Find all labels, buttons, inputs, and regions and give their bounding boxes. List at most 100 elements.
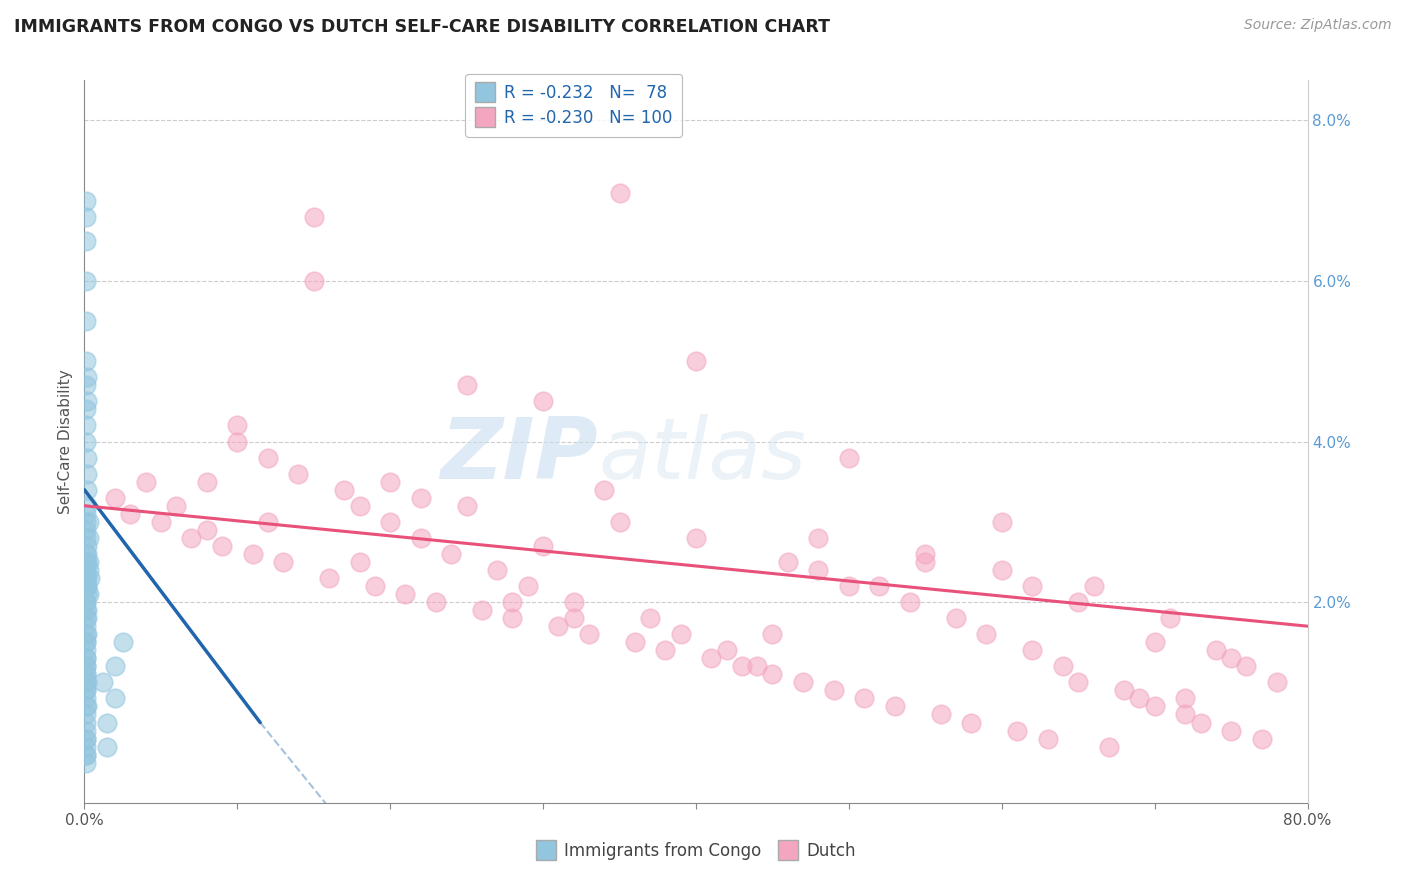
Point	[75, 595, 97, 609]
Point	[807, 563, 830, 577]
Point	[75, 675, 97, 690]
Point	[76, 370, 98, 384]
Point	[75, 555, 97, 569]
Point	[761, 667, 783, 681]
Point	[1205, 643, 1227, 657]
Point	[716, 643, 738, 657]
Point	[75, 756, 97, 770]
Point	[77, 563, 100, 577]
Point	[349, 555, 371, 569]
Point	[685, 531, 707, 545]
Point	[456, 378, 478, 392]
Point	[502, 595, 524, 609]
Point	[562, 611, 585, 625]
Point	[1021, 643, 1043, 657]
Point	[75, 314, 97, 328]
Point	[394, 587, 416, 601]
Point	[75, 715, 97, 730]
Point	[76, 467, 98, 481]
Point	[76, 611, 98, 625]
Point	[75, 707, 97, 722]
Legend: Immigrants from Congo, Dutch: Immigrants from Congo, Dutch	[529, 836, 863, 867]
Point	[76, 627, 98, 641]
Point	[1189, 715, 1212, 730]
Point	[195, 523, 218, 537]
Point	[898, 595, 921, 609]
Point	[76, 483, 98, 497]
Point	[75, 651, 97, 665]
Point	[76, 603, 98, 617]
Point	[75, 210, 97, 224]
Point	[180, 531, 202, 545]
Point	[75, 402, 97, 417]
Point	[1250, 731, 1272, 746]
Point	[624, 635, 647, 649]
Point	[547, 619, 569, 633]
Point	[77, 555, 100, 569]
Point	[531, 539, 554, 553]
Point	[1174, 691, 1197, 706]
Point	[76, 579, 98, 593]
Point	[75, 595, 97, 609]
Point	[77, 587, 100, 601]
Point	[869, 579, 891, 593]
Point	[976, 627, 998, 641]
Point	[838, 450, 860, 465]
Point	[75, 731, 97, 746]
Point	[333, 483, 356, 497]
Point	[945, 611, 967, 625]
Point	[1174, 707, 1197, 722]
Point	[562, 595, 585, 609]
Point	[471, 603, 494, 617]
Point	[425, 595, 447, 609]
Point	[111, 635, 134, 649]
Point	[75, 603, 97, 617]
Point	[654, 643, 676, 657]
Point	[380, 475, 402, 489]
Point	[991, 563, 1014, 577]
Point	[1220, 723, 1243, 738]
Point	[914, 555, 936, 569]
Point	[75, 659, 97, 673]
Point	[456, 499, 478, 513]
Point	[685, 354, 707, 368]
Point	[531, 394, 554, 409]
Point	[226, 434, 249, 449]
Point	[211, 539, 233, 553]
Point	[76, 699, 98, 714]
Point	[409, 491, 432, 505]
Point	[991, 515, 1014, 529]
Point	[364, 579, 387, 593]
Point	[838, 579, 860, 593]
Point	[1143, 635, 1166, 649]
Point	[76, 539, 98, 553]
Point	[75, 507, 97, 521]
Point	[79, 571, 101, 585]
Point	[195, 475, 218, 489]
Point	[807, 531, 830, 545]
Point	[1236, 659, 1258, 673]
Point	[960, 715, 983, 730]
Text: Source: ZipAtlas.com: Source: ZipAtlas.com	[1244, 18, 1392, 32]
Point	[1067, 595, 1090, 609]
Point	[76, 587, 98, 601]
Point	[75, 667, 97, 681]
Point	[257, 515, 280, 529]
Point	[669, 627, 692, 641]
Point	[226, 418, 249, 433]
Point	[75, 691, 97, 706]
Point	[75, 627, 97, 641]
Point	[104, 491, 127, 505]
Point	[638, 611, 661, 625]
Point	[593, 483, 616, 497]
Point	[96, 739, 118, 754]
Point	[1098, 739, 1121, 754]
Point	[318, 571, 340, 585]
Point	[75, 635, 97, 649]
Point	[75, 611, 97, 625]
Point	[75, 274, 97, 288]
Point	[502, 611, 524, 625]
Point	[75, 747, 97, 762]
Point	[165, 499, 187, 513]
Point	[1083, 579, 1105, 593]
